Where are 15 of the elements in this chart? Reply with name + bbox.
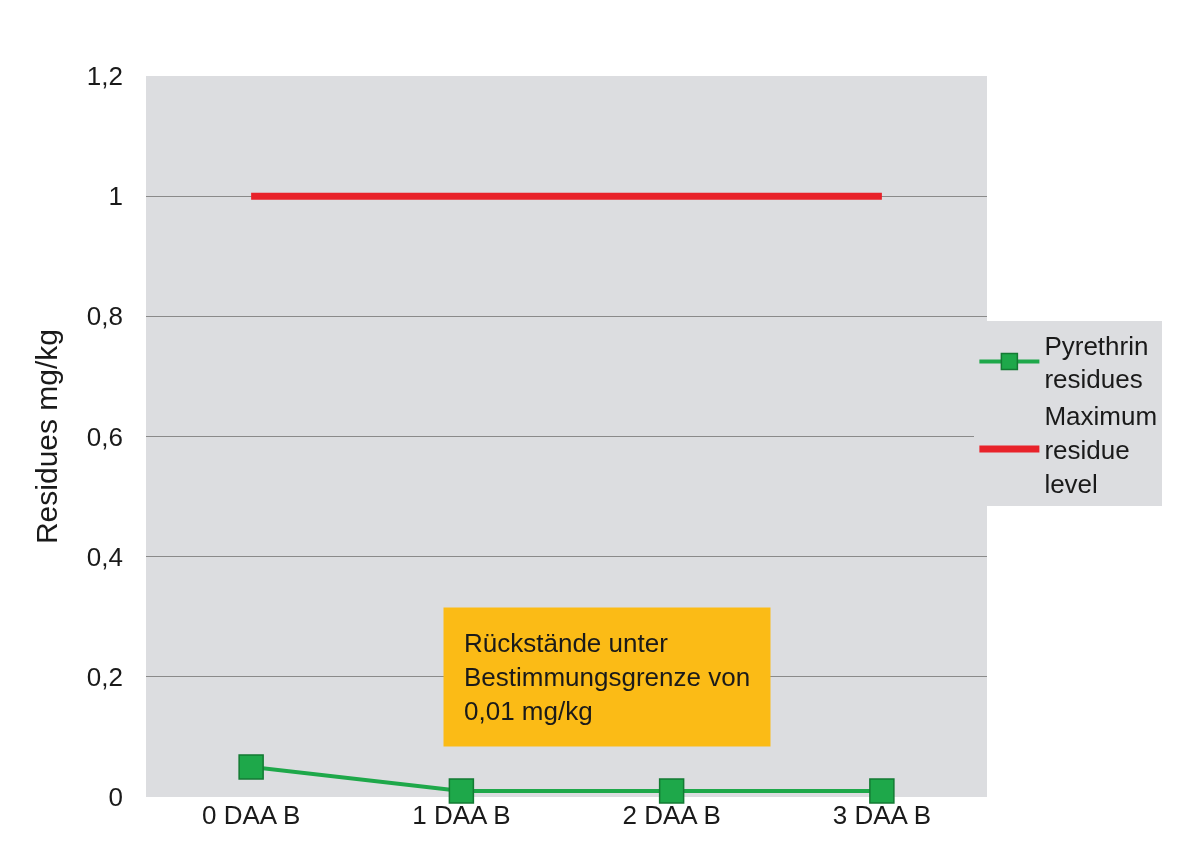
y-tick-label: 0,6	[86, 421, 123, 452]
y-tick-label: 1	[108, 181, 123, 212]
x-tick-label: 2 DAA B	[622, 800, 721, 830]
y-tick-label: 1,2	[86, 61, 123, 92]
y-tick-label: 0,4	[86, 541, 123, 572]
y-axis-title: Residues mg/kg	[29, 328, 63, 545]
x-tick-label: 1 DAA B	[412, 800, 511, 830]
x-tick-label: 3 DAA B	[832, 800, 932, 830]
x-tick-label: 0 DAA B	[201, 800, 301, 830]
legend-label: Pyrethrin residues	[1044, 330, 1149, 395]
y-tick-label: 0,8	[86, 301, 123, 332]
annotation: Rückstände unter Bestimmungsgrenze von 0,01 mg/kg	[464, 628, 751, 726]
y-tick-label: 0,2	[86, 661, 123, 692]
legend-label: Maximum residue level	[1044, 401, 1158, 499]
y-tick-label: 0	[108, 782, 123, 813]
